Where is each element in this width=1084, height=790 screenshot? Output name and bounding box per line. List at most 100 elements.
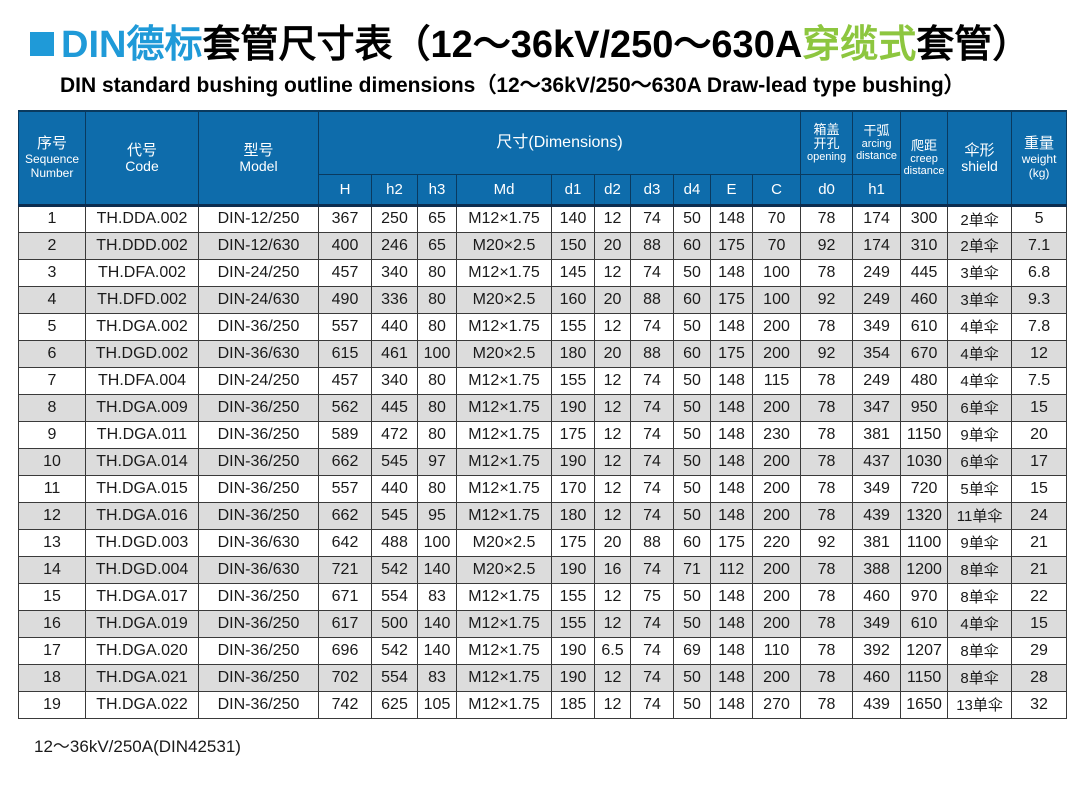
cell-E: 148: [710, 258, 753, 287]
cell-code: TH.DDA.002: [85, 204, 199, 233]
cell-H: 589: [318, 420, 372, 449]
col-header-dimensions: 尺寸(Dimensions): [317, 110, 802, 175]
cell-d2: 16: [594, 555, 631, 584]
cell-Md: M20×2.5: [456, 528, 552, 557]
cell-weight: 5: [1011, 204, 1068, 233]
title-segment-black-2: 套管）: [916, 24, 1031, 66]
table-row: 16 TH.DGA.019 DIN-36/250 617 500 140 M12×1.75 1…: [18, 609, 1068, 638]
cell-code: TH.DGD.003: [85, 528, 199, 557]
cell-model: DIN-36/250: [198, 420, 319, 449]
table-row: 8 TH.DGA.009 DIN-36/250 562 445 80 M12×1.75 190…: [18, 393, 1068, 422]
cell-h1: 460: [852, 663, 902, 692]
col-header-sequence: 序号 Sequence Number: [18, 110, 86, 207]
cell-H: 457: [318, 258, 372, 287]
cell-Md: M12×1.75: [456, 447, 552, 476]
cell-E: 148: [710, 393, 753, 422]
cell-shield: 8单伞: [947, 555, 1013, 584]
cell-d0: 78: [800, 447, 854, 476]
cell-H: 490: [318, 285, 372, 314]
cell-Md: M12×1.75: [456, 663, 552, 692]
cell-E: 148: [710, 663, 753, 692]
cell-seq: 6: [18, 339, 86, 368]
cell-d0: 92: [800, 528, 854, 557]
cell-d1: 190: [551, 663, 595, 692]
cell-code: TH.DGA.017: [85, 582, 199, 611]
cell-h2: 500: [371, 609, 418, 638]
cell-creep: 950: [900, 393, 949, 422]
cell-d2: 12: [594, 420, 631, 449]
cell-d4: 50: [673, 501, 711, 530]
cell-C: 200: [751, 393, 802, 422]
cell-h1: 249: [852, 366, 902, 395]
cell-E: 175: [710, 528, 753, 557]
cell-d1: 170: [551, 474, 595, 503]
cell-creep: 1030: [900, 447, 949, 476]
cell-C: 200: [751, 447, 802, 476]
cell-h1: 249: [852, 285, 902, 314]
header-sub-row: H h2 h3 Md d1 d2 d3 d4 E C d0 h1: [19, 173, 1067, 207]
cell-model: DIN-24/630: [198, 285, 319, 314]
cell-d4: 50: [673, 582, 711, 611]
cell-model: DIN-36/250: [198, 501, 319, 530]
cell-E: 148: [710, 501, 753, 530]
cell-d0: 78: [800, 258, 854, 287]
cell-d1: 175: [551, 420, 595, 449]
table-row: 1 TH.DDA.002 DIN-12/250 367 250 65 M12×1.75 140…: [18, 204, 1068, 233]
cell-h2: 445: [371, 393, 418, 422]
cell-weight: 7.5: [1011, 366, 1068, 395]
col-header-E: E: [710, 173, 753, 207]
cell-d0: 78: [800, 204, 854, 233]
cell-model: DIN-24/250: [198, 366, 319, 395]
cell-H: 457: [318, 366, 372, 395]
cell-d2: 12: [594, 690, 631, 719]
cell-d0: 92: [800, 285, 854, 314]
cell-shield: 4单伞: [947, 312, 1013, 341]
cell-shield: 4单伞: [947, 339, 1013, 368]
cell-h3: 83: [417, 663, 457, 692]
col-header-creep: 爬距 creep distance: [900, 110, 949, 207]
cell-d1: 190: [551, 447, 595, 476]
cell-E: 148: [710, 312, 753, 341]
cell-h1: 349: [852, 609, 902, 638]
cell-seq: 17: [18, 636, 86, 665]
cell-H: 671: [318, 582, 372, 611]
cell-d2: 20: [594, 339, 631, 368]
cell-h3: 105: [417, 690, 457, 719]
cell-seq: 10: [18, 447, 86, 476]
cell-code: TH.DGA.015: [85, 474, 199, 503]
cell-h3: 80: [417, 366, 457, 395]
cell-d0: 78: [800, 393, 854, 422]
cell-d3: 88: [630, 285, 674, 314]
cell-weight: 6.8: [1011, 258, 1068, 287]
cell-creep: 610: [900, 312, 949, 341]
table-row: 11 TH.DGA.015 DIN-36/250 557 440 80 M12×1.75 17…: [18, 474, 1068, 503]
cell-C: 200: [751, 609, 802, 638]
cell-weight: 17: [1011, 447, 1068, 476]
cell-model: DIN-36/630: [198, 339, 319, 368]
cell-h2: 545: [371, 501, 418, 530]
cell-weight: 7.1: [1011, 231, 1068, 260]
cell-d2: 12: [594, 609, 631, 638]
cell-H: 721: [318, 555, 372, 584]
cell-model: DIN-36/250: [198, 474, 319, 503]
cell-d4: 50: [673, 204, 711, 233]
cell-code: TH.DGA.020: [85, 636, 199, 665]
cell-d1: 175: [551, 528, 595, 557]
cell-d3: 74: [630, 501, 674, 530]
cell-h2: 472: [371, 420, 418, 449]
cell-creep: 480: [900, 366, 949, 395]
cell-d0: 78: [800, 501, 854, 530]
cell-creep: 1150: [900, 420, 949, 449]
cell-h3: 83: [417, 582, 457, 611]
cell-creep: 1200: [900, 555, 949, 584]
col-header-d2: d2: [594, 173, 631, 207]
cell-weight: 15: [1011, 609, 1068, 638]
cell-code: TH.DGD.004: [85, 555, 199, 584]
cell-h1: 174: [852, 231, 902, 260]
cell-d4: 50: [673, 474, 711, 503]
col-header-code: 代号 Code: [85, 110, 199, 207]
cell-h2: 545: [371, 447, 418, 476]
cell-d4: 60: [673, 528, 711, 557]
cell-h3: 100: [417, 339, 457, 368]
cell-d1: 155: [551, 312, 595, 341]
